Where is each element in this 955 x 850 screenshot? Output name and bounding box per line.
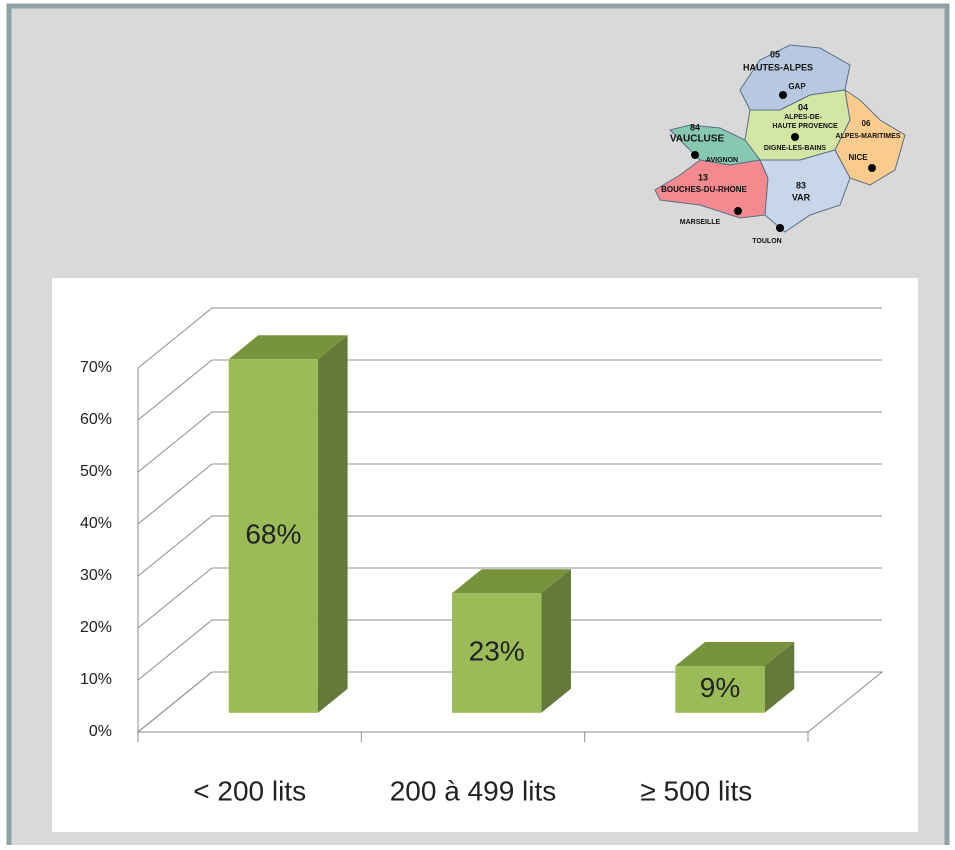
grid-line [137,671,213,733]
bar-front [228,359,319,713]
map-label: 83 [796,180,806,190]
y-tick-label: 40% [80,515,112,532]
map-label: 84 [690,122,700,132]
x-tick-label: ≥ 500 lits [640,775,752,806]
y-tick-label: 50% [80,463,112,480]
bar [228,335,348,713]
map-label: ALPES-MARITIMES [836,133,901,140]
y-tick-label: 30% [80,567,112,584]
grid-line [137,411,213,473]
city-dot [868,164,876,172]
bar [452,569,571,713]
map-label: HAUTE PROVENCE [772,123,838,130]
x-tick-label: < 200 lits [193,775,306,806]
map-label: MARSEILLE [680,219,721,226]
bar-front [452,593,542,713]
grid-line [137,307,213,369]
bar-side [764,642,795,713]
y-tick-label: 70% [80,359,112,376]
grid-line [137,619,213,681]
bar [675,642,795,713]
city-dot [779,91,787,99]
city-dot [734,207,742,215]
data-label: 9% [700,672,740,703]
bar-top [452,569,571,594]
map-label: ALPES-DE- [784,114,822,121]
grid-line [137,567,213,629]
bar-side [541,569,571,713]
data-label: 68% [245,518,301,549]
city-dot [691,151,699,159]
map-label: VAUCLUSE [670,134,725,145]
bar-front [675,666,765,713]
map [654,44,906,233]
map-label: VAR [792,192,811,202]
map-label: 04 [798,102,808,112]
map-label: DIGNE-LES-BAINS [764,145,827,152]
map-label: GAP [788,82,806,91]
map-label: HAUTES-ALPES [743,62,813,72]
y-tick-label: 20% [80,619,112,636]
grid-line [137,359,213,421]
city-dot [776,224,784,232]
region [834,88,906,186]
bar-side [318,335,348,713]
map-label: TOULON [752,238,781,245]
map-label: 05 [770,49,780,59]
map-label: AVIGNON [706,157,738,164]
map-label: 13 [698,172,708,182]
data-label: 23% [469,635,525,666]
region [654,159,769,219]
map-label: BOUCHES-DU-RHONE [661,185,747,194]
city-dot [791,133,799,141]
y-tick-label: 0% [89,723,112,740]
bar-top [675,642,795,666]
chart-area [52,278,918,832]
y-tick-label: 60% [80,411,112,428]
y-tick-label: 10% [80,671,112,688]
grid-line [137,463,213,525]
map-label: 06 [862,119,871,128]
grid-line [137,515,213,577]
bar-top [228,335,348,360]
x-tick-label: 200 à 499 lits [390,775,557,806]
map-label: NICE [848,153,868,162]
region [759,149,851,233]
